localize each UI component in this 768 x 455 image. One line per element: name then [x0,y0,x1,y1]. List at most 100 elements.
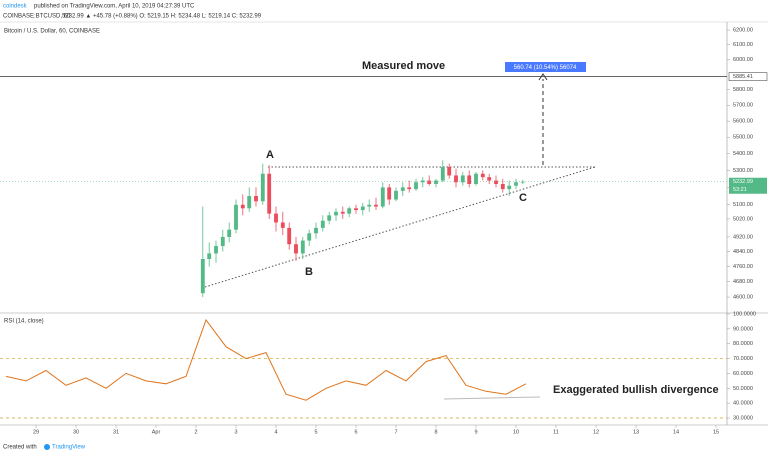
y-tick-label: 6100.00 [733,42,753,48]
y-tick-label: 40.0000 [733,401,753,407]
candle-body [314,227,318,234]
x-tick-label: 2 [194,429,197,435]
x-tick-label: 9 [474,429,477,435]
candle-body [294,244,298,254]
y-tick-label: 4920.00 [733,234,753,240]
candle-body [480,173,485,178]
x-tick-label: 8 [434,429,437,435]
candle-body [400,187,405,191]
y-tick-label: 100.0000 [733,311,756,317]
candle-body [274,213,278,223]
candle-body [340,211,345,214]
candle-body [487,177,492,181]
rsi-title: RSI (14, close) [4,319,44,325]
x-tick-label: 12 [593,429,599,435]
candle-body [260,173,265,202]
annotation: C [519,192,527,204]
candle-body [307,233,312,241]
candle-body [500,183,505,190]
candle-body [414,182,418,190]
candle-body [427,180,432,184]
quote: 5232.99 ▲ +45.78 (+0.88%) O: 5219.15 H: … [62,14,262,20]
candle-body [454,175,458,183]
annotation: A [266,149,274,161]
footer: Created with [3,445,37,451]
candle-body [387,187,392,200]
candle-body [514,182,518,186]
y-tick-label: 5020.00 [733,216,753,222]
x-tick-label: 7 [394,429,397,435]
y-tick-label: 4840.00 [733,249,753,255]
y-tick-label: 30.0000 [733,415,753,421]
x-tick-label: 4 [274,429,277,435]
candle-body [240,204,245,209]
price-title: Bitcoin / U.S. Dollar, 60, COINBASE [4,29,100,35]
x-tick-label: Apr [152,429,161,435]
x-tick-label: 10 [513,429,519,435]
y-tick-label: 70.0000 [733,356,753,362]
y-tick-label: 6200.00 [733,27,753,33]
y-tick-label: 90.0000 [733,326,753,332]
candle-body [460,175,465,183]
y-tick-label: 60.0000 [733,371,753,377]
footer-brand: TradingView [52,445,86,451]
candle-body [494,180,498,184]
candle-body [214,246,218,254]
candle-body [447,166,452,176]
candle-body [200,259,205,294]
y-tick-label: 5600.00 [733,119,753,125]
y-tick-label: 5800.00 [733,87,753,93]
measure-label: 560.74 (10.54%) 56074 [514,65,577,71]
level-label: 5885.41 [733,74,753,80]
y-tick-label: 6000.00 [733,57,753,63]
candle-body [360,206,365,211]
y-tick-label: 5500.00 [733,135,753,141]
candle-body [507,185,512,190]
author: coindesk [3,4,28,10]
candle-body [267,173,272,214]
countdown: 53:21 [733,187,747,193]
y-tick-label: 4600.00 [733,295,753,301]
y-tick-label: 5300.00 [733,168,753,174]
candle-body [300,240,305,254]
y-tick-label: 80.0000 [733,341,753,347]
x-tick-label: 6 [354,429,357,435]
x-tick-label: 3 [234,429,237,435]
candle-body [320,220,325,228]
y-tick-label: 5400.00 [733,151,753,157]
candle-body [467,175,472,184]
x-tick-label: 29 [33,429,39,435]
x-tick-label: 13 [633,429,639,435]
candle-body [434,180,438,184]
last-price-box [729,177,767,194]
x-tick-label: 5 [314,429,317,435]
x-tick-label: 31 [113,429,119,435]
y-tick-label: 50.0000 [733,386,753,392]
candle-body [420,180,425,183]
last-price-label: 5232.99 [733,179,753,185]
x-tick-label: 11 [553,429,559,435]
candle-body [394,190,398,200]
candle-body [207,253,212,260]
y-tick-label: 5100.00 [733,202,753,208]
y-tick-label: 5700.00 [733,103,753,109]
candle-body [227,229,232,237]
candle-body [367,204,372,207]
candle-body [354,208,358,211]
x-tick-label: 15 [713,429,719,435]
candle-body [254,196,258,202]
rsi-line [5,318,527,401]
symbol: COINBASE:BTCUSD, 60 [3,14,71,20]
candle-body [220,236,225,247]
candle-body [520,181,525,183]
level-box [728,72,768,81]
candle-body [347,208,352,214]
candle-body [287,227,292,245]
annotation: Measured move [362,60,445,72]
y-tick-label: 4760.00 [733,264,753,270]
candle-body [327,215,332,221]
x-tick-label: 14 [673,429,679,435]
candle-body [234,204,238,230]
candle-body [280,222,285,228]
